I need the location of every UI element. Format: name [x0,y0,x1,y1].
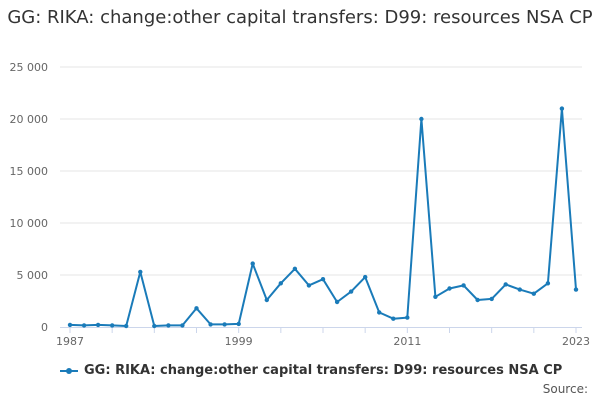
data-point [95,322,101,328]
data-point [461,283,466,288]
data-point [489,296,494,302]
x-tick-label: 1987 [56,335,84,348]
x-tick-label: 1999 [225,335,253,348]
y-axis-ticks: 0 5 000 10 000 15 000 20 000 25 000 [10,61,49,334]
data-point [475,297,480,303]
data-point [447,286,452,291]
data-point [348,289,354,294]
data-point [363,274,368,280]
data-point [250,261,255,266]
data-point [222,322,227,327]
data-point [573,287,579,292]
series-line [69,107,577,327]
data-point [433,294,438,299]
y-tick-label: 10 000 [10,217,49,230]
data-point [377,310,382,315]
legend-label: GG: RIKA: change:other capital transfers… [84,363,563,378]
y-tick-label: 20 000 [10,113,49,126]
data-point [110,323,115,328]
grid-lines [60,66,582,276]
y-tick-label: 25 000 [10,61,49,74]
data-point [278,281,283,286]
data-point [180,323,185,328]
data-point [138,269,143,275]
y-tick-label: 0 [41,321,48,334]
series-layer [67,106,579,329]
x-axis: 1987 1999 2011 2023 [56,327,590,348]
data-point [334,299,340,305]
data-point [67,322,73,328]
chart-title: GG: RIKA: change:other capital transfers… [7,7,593,28]
data-point [391,316,396,321]
data-point [152,323,157,329]
data-point [81,323,87,328]
data-point [517,287,522,292]
data-point [559,106,565,111]
x-tick-label: 2023 [562,335,590,348]
legend[interactable]: GG: RIKA: change:other capital transfers… [60,363,562,378]
data-point [166,323,171,328]
y-tick-label: 15 000 [10,165,49,178]
legend-swatch [60,365,78,377]
data-point [320,277,326,282]
data-point [419,116,424,122]
data-point [503,282,508,287]
x-tick-label: 2011 [393,335,421,348]
y-tick-label: 5 000 [17,269,49,282]
data-point [292,266,298,271]
data-point [124,323,129,329]
data-point [194,306,199,311]
data-point [264,297,269,303]
data-point [545,281,551,286]
data-point [405,315,410,320]
data-point [306,283,312,288]
data-point [208,322,213,327]
source-label: Source: [542,382,588,396]
data-point [531,291,536,296]
data-point [236,321,241,327]
